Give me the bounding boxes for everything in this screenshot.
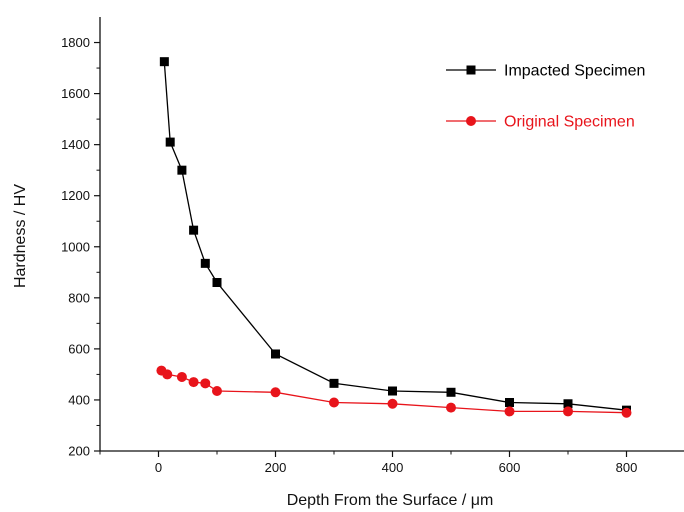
data-point (271, 349, 280, 359)
data-point (621, 407, 632, 418)
y-tick-label: 1600 (61, 86, 90, 101)
y-tick-label: 1400 (61, 137, 90, 152)
y-tick-label: 400 (68, 392, 90, 407)
y-tick-label: 1200 (61, 188, 90, 203)
data-point (505, 397, 514, 407)
legend-item: Original Specimen (446, 114, 635, 131)
data-point (270, 387, 281, 398)
legend-marker (466, 65, 476, 75)
x-tick-label: 400 (382, 460, 404, 475)
y-axis-label: Hardness / HV (12, 184, 29, 288)
data-point (176, 371, 187, 382)
axis-ticks (94, 41, 628, 457)
legend-label: Impacted Specimen (504, 63, 645, 80)
data-point (504, 406, 515, 417)
legend-label: Original Specimen (504, 114, 635, 131)
data-point (200, 258, 210, 268)
series-layer (156, 57, 632, 418)
data-point (329, 397, 339, 408)
data-point (162, 369, 173, 380)
y-tick-label: 200 (68, 444, 90, 459)
data-point (188, 377, 199, 388)
data-point (159, 57, 169, 67)
data-point (387, 398, 398, 409)
legend-item: Impacted Specimen (446, 63, 645, 80)
data-point (446, 402, 456, 413)
series-0 (159, 57, 631, 415)
tick-labels: 0 200 400 600 800 200 400 600 800 1000 1200 1400 160… (61, 35, 637, 475)
series-1 (156, 365, 632, 418)
data-point (563, 406, 573, 417)
legend-marker (466, 116, 476, 126)
data-point (177, 165, 187, 175)
data-point (446, 387, 456, 397)
data-point (329, 378, 339, 388)
data-point (200, 378, 211, 389)
y-tick-label: 1800 (61, 35, 90, 50)
data-point (212, 278, 222, 288)
x-axis-label: Depth From the Surface / μm (287, 492, 494, 509)
plot-frame (99, 17, 684, 452)
y-tick-label: 1000 (61, 239, 90, 254)
x-tick-label: 0 (155, 460, 162, 475)
data-point (189, 225, 199, 235)
legend: Impacted Specimen Original Specimen (446, 63, 645, 131)
y-tick-label: 600 (68, 341, 90, 356)
y-tick-label: 800 (68, 290, 90, 305)
data-point (388, 386, 397, 396)
x-tick-label: 800 (616, 460, 638, 475)
x-tick-label: 200 (265, 460, 287, 475)
data-point (165, 137, 175, 147)
data-point (563, 399, 573, 409)
x-tick-label: 600 (499, 460, 521, 475)
data-point (212, 386, 222, 397)
